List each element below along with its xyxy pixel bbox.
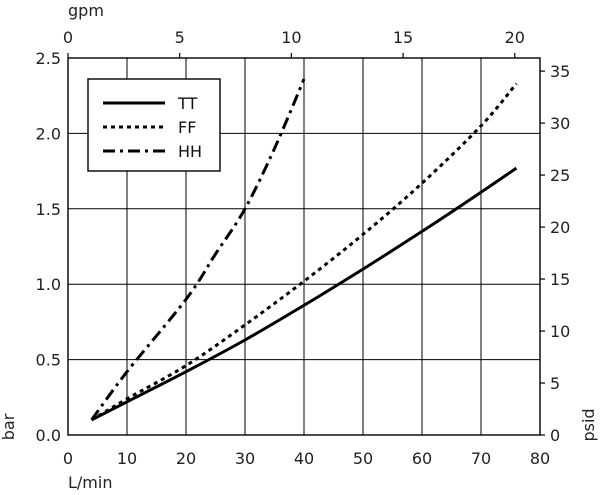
series-line-ff [90,82,518,422]
x-bottom-tick-label: 60 [412,449,432,468]
x-bottom-tick-label: 20 [176,449,196,468]
series-line-tt [90,166,518,422]
plot-frame [67,57,541,436]
y-right-tick-label: 30 [550,114,570,133]
x-bottom-tick-label: 10 [117,449,137,468]
series-line-hh [90,78,306,421]
legend-box [87,78,221,172]
series-lines [90,78,518,422]
x-bottom-tick-label: 80 [530,449,550,468]
x-bottom-axis-title: L/min [68,473,112,492]
x-top-tick-label: 0 [63,28,73,47]
y-left-tick-label: 1.0 [36,275,61,294]
x-top-tick-label: 20 [505,28,525,47]
x-bottom-tick-label: 40 [294,449,314,468]
x-bottom-tick-label: 50 [353,449,373,468]
y-right-tick-label: 25 [550,166,570,185]
tick-labels: 0 10 20 30 40 50 60 70 800.00.51.01.52.02.50 5 10 1… [36,28,571,468]
y-left-tick-label: 1.5 [36,200,61,219]
y-right-tick-label: 10 [550,322,570,341]
legend-label-ff: FF [178,118,196,137]
y-right-tick-label: 35 [550,62,570,81]
y-left-tick-label: 2.0 [36,124,61,143]
x-bottom-tick-label: 0 [63,449,73,468]
x-top-tick-label: 5 [175,28,185,47]
legend: TT FF HH [87,78,221,172]
y-right-tick-label: 5 [550,374,560,393]
y-left-tick-label: 2.5 [36,49,61,68]
y-right-axis-title: psid [579,408,598,441]
y-right-tick-label: 15 [550,270,570,289]
y-left-axis-title: bar [0,413,18,440]
x-bottom-tick-label: 30 [235,449,255,468]
x-top-tick-label: 10 [281,28,301,47]
x-top-axis-title: gpm [68,1,104,20]
legend-label-tt: TT [177,94,197,113]
y-right-tick-label: 20 [550,218,570,237]
y-right-tick-label: 0 [550,426,560,445]
x-bottom-tick-label: 70 [471,449,491,468]
y-left-tick-label: 0.5 [36,351,61,370]
x-top-tick-label: 15 [393,28,413,47]
legend-label-hh: HH [178,142,202,161]
y-left-tick-label: 0.0 [36,426,61,445]
